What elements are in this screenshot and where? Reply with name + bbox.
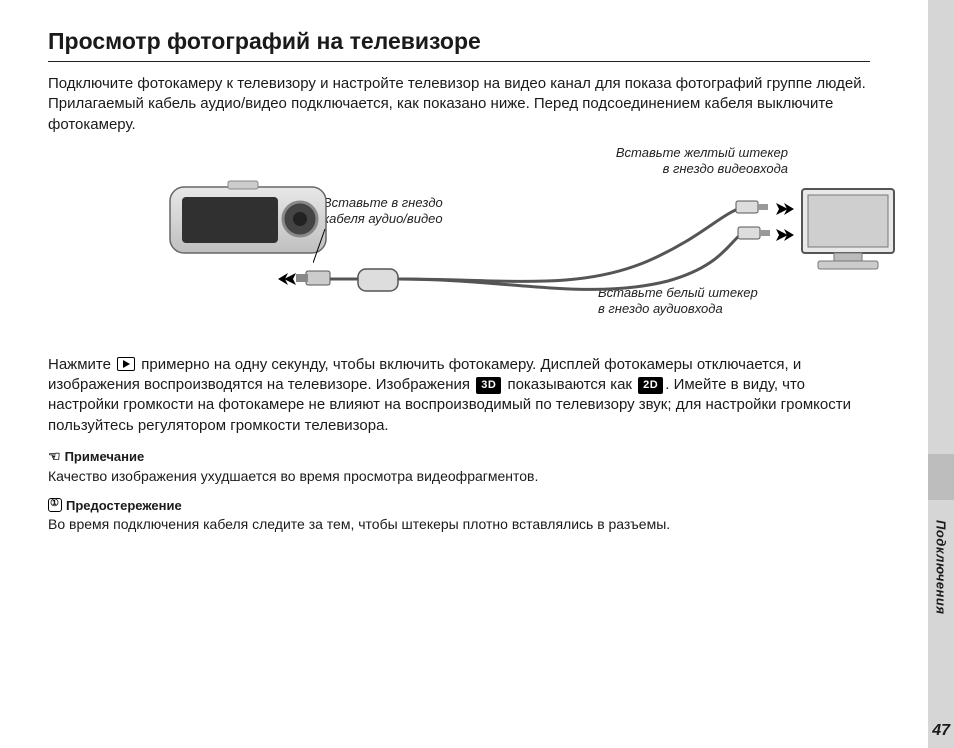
playback-icon [117,357,135,371]
side-gutter [928,0,954,748]
intro-paragraph: Подключите фотокамеру к телевизору и нас… [48,74,870,135]
caution-icon [48,498,62,512]
note-icon: ☜ [48,448,61,465]
tv-icon [798,185,898,275]
note-heading-text: Примечание [65,449,145,464]
section-label: Подключения [934,520,949,615]
caution-text: Во время подключения кабеля следите за т… [48,515,870,534]
page-title: Просмотр фотографий на телевизоре [48,28,870,62]
label-line: в гнездо видеовхода [663,161,788,176]
badge-2d: 2D [638,377,663,394]
side-gutter-accent [928,454,954,500]
label-yellow-plug: Вставьте желтый штекер в гнездо видеовхо… [558,145,788,178]
page-number: 47 [932,722,950,740]
instruction-paragraph: Нажмите примерно на одну секунду, чтобы … [48,355,870,436]
arrow-icon [278,273,296,285]
av-cable [248,191,808,311]
badge-3d: 3D [476,377,501,394]
caution-heading: Предостережение [48,498,870,513]
text-segment: Нажмите [48,356,115,373]
page-content: Просмотр фотографий на телевизоре Подклю… [0,0,910,534]
note-heading: ☜ Примечание [48,448,870,465]
section-tab: Подключения [928,520,954,620]
text-segment: показываются как [503,376,636,393]
arrow-icon [776,229,794,241]
connection-diagram: Вставьте желтый штекер в гнездо видеовхо… [98,145,918,345]
caution-heading-text: Предостережение [66,498,182,513]
label-line: Вставьте желтый штекер [616,145,788,160]
arrow-icon [776,203,794,215]
note-text: Качество изображения ухудшается во время… [48,467,870,486]
